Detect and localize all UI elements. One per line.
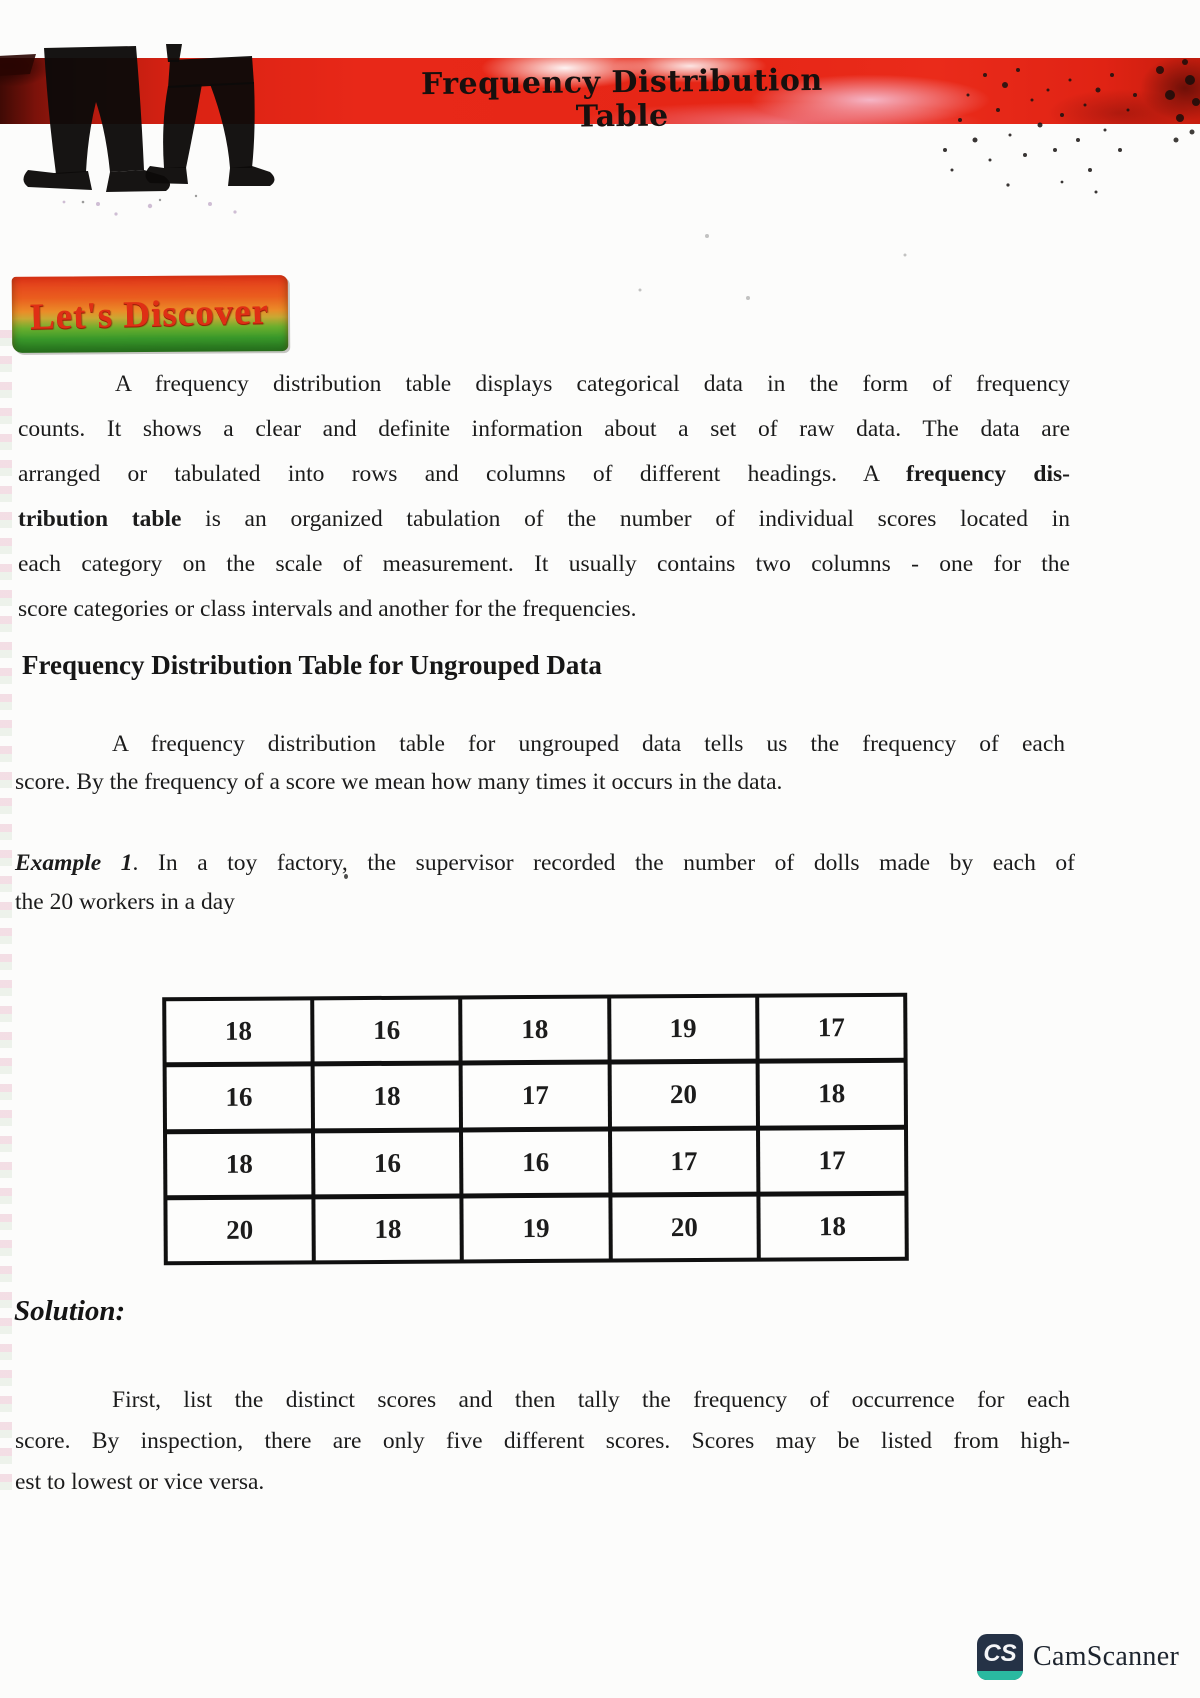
score-cell: 16 <box>166 1066 312 1129</box>
score-cell: 19 <box>463 1197 609 1260</box>
text-line: score categories or class intervals and … <box>18 596 637 622</box>
text-line: arranged or tabulated into rows and colu… <box>18 461 1070 487</box>
page-title: Frequency Distribution Table <box>420 62 823 135</box>
example-paragraph: Example 1. In a toy factory, the supervi… <box>15 844 1075 922</box>
intro-paragraph: A frequency distribution table displays … <box>18 362 1070 632</box>
score-cell: 20 <box>611 1063 756 1127</box>
camscanner-icon-letters: CS <box>983 1640 1017 1667</box>
score-cell: 16 <box>314 999 459 1062</box>
text-line: Example 1. In a toy factory, the supervi… <box>15 850 1075 876</box>
score-cell: 18 <box>759 1063 904 1126</box>
score-cell: 17 <box>611 1130 757 1193</box>
section-heading: Frequency Distribution Table for Ungroup… <box>22 650 602 680</box>
score-cell: 18 <box>315 1198 461 1261</box>
score-cell: 17 <box>758 996 904 1059</box>
score-cell: 17 <box>759 1129 905 1192</box>
camscanner-watermark: CS CamScanner <box>977 1634 1179 1680</box>
text-line: A frequency distribution table displays … <box>115 371 1070 397</box>
people-legs-silhouette <box>0 44 275 216</box>
score-cell: 18 <box>167 1132 312 1195</box>
text-line: score. By the frequency of a score we me… <box>15 769 783 795</box>
score-cell: 19 <box>610 997 756 1060</box>
score-cell: 20 <box>612 1196 757 1259</box>
solution-paragraph: First, list the distinct scores and then… <box>15 1380 1070 1503</box>
text-line: tribution table is an organized tabulati… <box>18 506 1070 532</box>
camscanner-label: CamScanner <box>1033 1641 1180 1672</box>
solution-label: Solution: <box>14 1295 126 1327</box>
camscanner-icon-strip <box>977 1671 1023 1680</box>
text-line: First, list the distinct scores and then… <box>112 1387 1070 1413</box>
score-cell: 16 <box>315 1131 460 1195</box>
score-cell: 20 <box>167 1199 312 1262</box>
text-line: counts. It shows a clear and definite in… <box>18 416 1070 442</box>
score-cell: 18 <box>760 1195 905 1258</box>
score-cell: 18 <box>462 998 608 1061</box>
text-line: the 20 workers in a day <box>15 889 235 915</box>
score-cell: 17 <box>463 1064 608 1127</box>
score-cell: 16 <box>463 1131 608 1194</box>
camscanner-icon: CS <box>977 1634 1023 1680</box>
scan-edge-artifact <box>0 330 12 1490</box>
score-cell: 18 <box>166 1000 311 1063</box>
ungrouped-data-paragraph: A frequency distribution table for ungro… <box>15 725 1065 801</box>
text-line: score. By inspection, there are only fiv… <box>15 1428 1070 1454</box>
text-line: A frequency distribution table for ungro… <box>112 731 1065 757</box>
ink-dot <box>344 874 348 879</box>
score-cell: 18 <box>314 1065 460 1128</box>
text-line: each category on the scale of measuremen… <box>18 551 1070 577</box>
scores-table: 18 16 18 19 17 16 18 17 20 18 18 16 16 17 17 20 18 19 20 18 <box>162 992 909 1266</box>
scan-ink-speckles <box>638 59 1200 300</box>
text-line: est to lowest or vice versa. <box>15 1469 265 1495</box>
